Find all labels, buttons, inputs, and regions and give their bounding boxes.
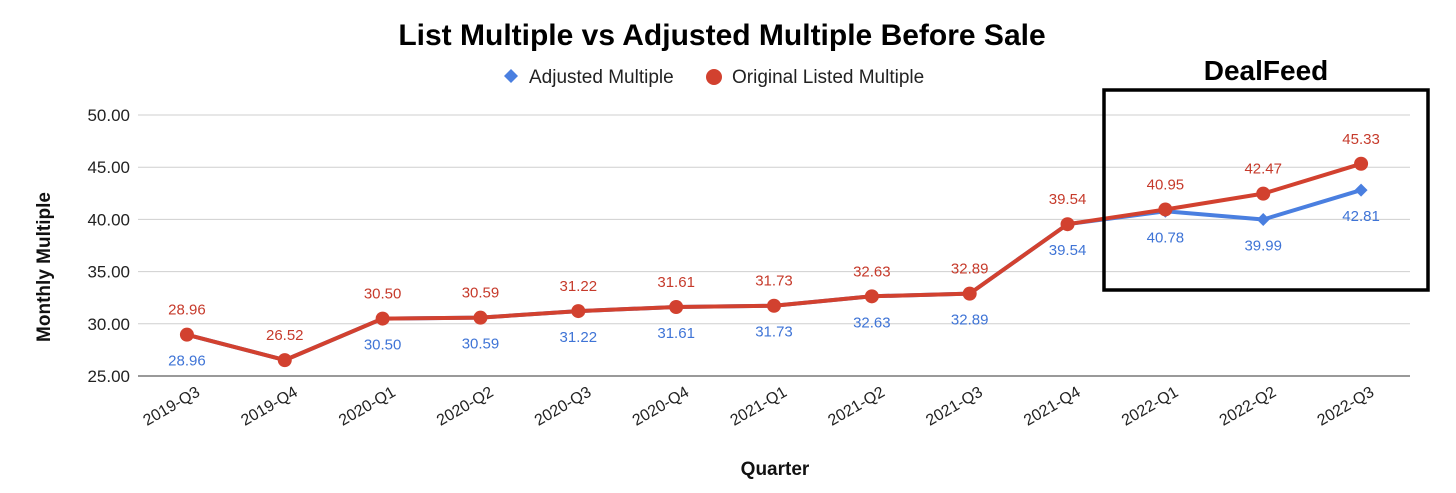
data-point-diamond[interactable] xyxy=(1256,213,1270,227)
legend-label-adjusted: Adjusted Multiple xyxy=(529,67,674,88)
data-point-circle[interactable] xyxy=(767,298,781,313)
legend-diamond-icon xyxy=(504,69,518,83)
data-label-adjusted: 32.89 xyxy=(951,312,989,329)
data-point-circle[interactable] xyxy=(1354,156,1369,171)
x-axis-title: Quarter xyxy=(741,459,810,480)
data-label-adjusted: 30.59 xyxy=(462,336,500,353)
gridlines xyxy=(138,114,1410,325)
y-tick-label: 40.00 xyxy=(87,210,130,229)
data-label-adjusted: 31.22 xyxy=(560,329,598,346)
legend-item-adjusted[interactable]: Adjusted Multiple xyxy=(504,67,674,88)
y-tick-label: 35.00 xyxy=(87,263,130,282)
y-axis-ticks: 25.00 30.00 35.00 40.00 45.00 50.00 xyxy=(87,106,130,386)
data-point-circle[interactable] xyxy=(669,299,684,314)
data-label-original: 31.73 xyxy=(755,273,793,290)
chart-title: List Multiple vs Adjusted Multiple Befor… xyxy=(398,19,1045,52)
legend-label-original: Original Listed Multiple xyxy=(732,67,924,88)
y-tick-label: 50.00 xyxy=(87,106,130,125)
legend-circle-icon xyxy=(706,69,722,85)
data-point-circle[interactable] xyxy=(1158,202,1173,217)
y-axis-title: Monthly Multiple xyxy=(34,192,55,342)
dealfeed-label: DealFeed xyxy=(1204,55,1329,86)
data-label-original: 32.89 xyxy=(951,261,989,278)
legend: Adjusted Multiple Original Listed Multip… xyxy=(504,67,924,88)
dealfeed-annotation: DealFeed xyxy=(1102,55,1430,292)
data-label-original: 31.61 xyxy=(657,274,695,291)
data-label-original: 40.95 xyxy=(1147,176,1185,193)
data-label-adjusted: 32.63 xyxy=(853,314,891,331)
data-label-adjusted: 39.54 xyxy=(1049,242,1087,259)
data-point-circle[interactable] xyxy=(179,327,194,342)
legend-item-original[interactable]: Original Listed Multiple xyxy=(706,67,924,88)
data-label-adjusted: 42.81 xyxy=(1342,208,1380,225)
y-tick-label: 25.00 xyxy=(87,367,130,386)
data-label-original: 32.63 xyxy=(853,263,891,280)
data-label-original: 42.47 xyxy=(1244,161,1282,178)
data-point-circle[interactable] xyxy=(277,353,292,368)
data-label-adjusted: 28.96 xyxy=(168,353,206,370)
y-tick-label: 30.00 xyxy=(87,315,130,334)
data-label-adjusted: 40.78 xyxy=(1147,229,1185,246)
data-label-adjusted: 31.61 xyxy=(657,325,695,342)
data-point-circle[interactable] xyxy=(473,310,488,325)
data-point-circle[interactable] xyxy=(864,289,879,304)
data-label-adjusted: 30.50 xyxy=(364,337,402,354)
data-label-original: 30.50 xyxy=(364,286,402,303)
data-label-original: 39.54 xyxy=(1049,191,1087,208)
data-point-diamond[interactable] xyxy=(1354,183,1368,197)
data-point-circle[interactable] xyxy=(962,286,977,301)
data-label-adjusted: 31.73 xyxy=(755,324,793,341)
data-label-original: 30.59 xyxy=(462,285,500,302)
data-label-original: 31.22 xyxy=(560,278,598,295)
data-labels: 28.96 26.52 30.50 30.59 31.22 31.61 31.73 32.63… xyxy=(168,131,1380,370)
dealfeed-box xyxy=(1102,88,1430,292)
y-tick-label: 45.00 xyxy=(87,158,130,177)
data-point-circle[interactable] xyxy=(375,311,390,326)
data-label-original: 28.96 xyxy=(168,302,206,319)
data-point-circle[interactable] xyxy=(1060,217,1075,232)
data-label-original: 26.52 xyxy=(266,327,304,344)
data-point-circle[interactable] xyxy=(1256,186,1271,201)
data-point-circle[interactable] xyxy=(571,304,586,319)
data-label-original: 45.33 xyxy=(1342,131,1380,148)
data-label-adjusted: 39.99 xyxy=(1244,238,1282,255)
series-layer xyxy=(179,156,1369,368)
